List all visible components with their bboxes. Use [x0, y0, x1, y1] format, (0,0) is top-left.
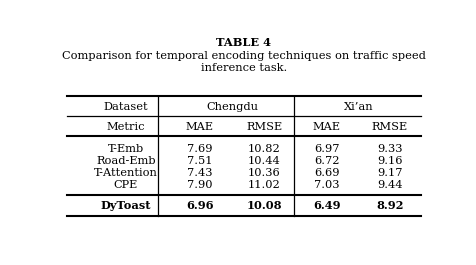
Text: 6.69: 6.69: [314, 168, 340, 178]
Text: T-Attention: T-Attention: [94, 168, 158, 178]
Text: RMSE: RMSE: [246, 122, 282, 132]
Text: Metric: Metric: [107, 122, 145, 132]
Text: 11.02: 11.02: [248, 180, 281, 190]
Text: 10.36: 10.36: [248, 168, 281, 178]
Text: MAE: MAE: [186, 122, 214, 132]
Text: 10.44: 10.44: [248, 156, 281, 166]
Text: MAE: MAE: [313, 122, 341, 132]
Text: RMSE: RMSE: [372, 122, 408, 132]
Text: DyToast: DyToast: [100, 200, 151, 211]
Text: 9.44: 9.44: [377, 180, 402, 190]
Text: 7.43: 7.43: [187, 168, 212, 178]
Text: 6.96: 6.96: [186, 200, 213, 211]
Text: 10.08: 10.08: [247, 200, 282, 211]
Text: 6.49: 6.49: [313, 200, 341, 211]
Text: 9.16: 9.16: [377, 156, 402, 166]
Text: 7.69: 7.69: [187, 144, 212, 153]
Text: 9.33: 9.33: [377, 144, 402, 153]
Text: Chengdu: Chengdu: [206, 102, 258, 112]
Text: 7.03: 7.03: [314, 180, 340, 190]
Text: Comparison for temporal encoding techniques on traffic speed
inference task.: Comparison for temporal encoding techniq…: [62, 51, 426, 73]
Text: Road-Emb: Road-Emb: [96, 156, 156, 166]
Text: Dataset: Dataset: [104, 102, 148, 112]
Text: 6.97: 6.97: [314, 144, 340, 153]
Text: T-Emb: T-Emb: [108, 144, 144, 153]
Text: 7.51: 7.51: [187, 156, 212, 166]
Text: 6.72: 6.72: [314, 156, 340, 166]
Text: 8.92: 8.92: [376, 200, 404, 211]
Text: CPE: CPE: [114, 180, 138, 190]
Text: TABLE 4: TABLE 4: [217, 37, 271, 48]
Text: 9.17: 9.17: [377, 168, 402, 178]
Text: 10.82: 10.82: [248, 144, 281, 153]
Text: 7.90: 7.90: [187, 180, 212, 190]
Text: Xi’an: Xi’an: [344, 102, 373, 112]
